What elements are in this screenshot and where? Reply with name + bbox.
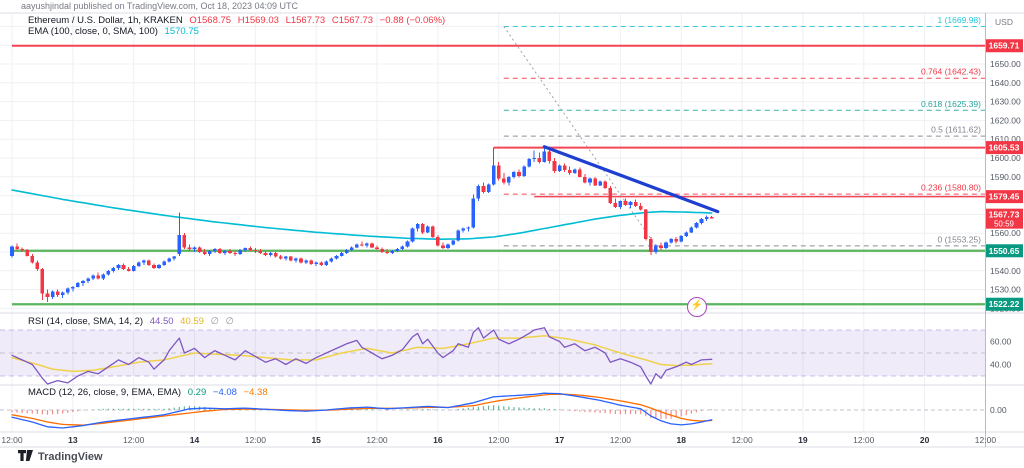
svg-text:12:00: 12:00: [975, 435, 997, 445]
svg-text:1620.00: 1620.00: [990, 115, 1021, 125]
svg-text:1605.53: 1605.53: [989, 143, 1020, 153]
ohlc-high: H1569.03: [237, 15, 279, 26]
ema-name: EMA (100, close, 0, SMA, 100): [28, 26, 158, 37]
rsi-sma-value: 40.59: [180, 316, 204, 327]
ohlc-open: O1568.75: [189, 15, 232, 26]
svg-text:0 (1553.25): 0 (1553.25): [938, 234, 982, 244]
lightning-icon: ⚡: [690, 300, 704, 311]
svg-text:1600.00: 1600.00: [990, 153, 1021, 163]
svg-text:1560.00: 1560.00: [990, 228, 1021, 238]
svg-text:12:00: 12:00: [488, 435, 510, 445]
svg-text:USD: USD: [995, 17, 1013, 27]
ohlc-close: C1567.73: [331, 15, 374, 26]
svg-text:1640.00: 1640.00: [990, 78, 1021, 88]
svg-text:50:59: 50:59: [994, 220, 1015, 229]
svg-text:1630.00: 1630.00: [990, 97, 1021, 107]
svg-text:16: 16: [433, 435, 443, 445]
svg-text:12:00: 12:00: [123, 435, 145, 445]
ema-value: 1570.75: [164, 26, 199, 37]
svg-text:1579.45: 1579.45: [989, 192, 1020, 202]
time-axis[interactable]: [0, 432, 985, 447]
svg-text:1522.22: 1522.22: [989, 299, 1020, 309]
svg-text:1567.73: 1567.73: [989, 210, 1020, 220]
svg-text:0.00: 0.00: [990, 405, 1007, 415]
svg-text:14: 14: [190, 435, 200, 445]
rsi-value: 44.50: [149, 316, 174, 327]
svg-text:20: 20: [920, 435, 930, 445]
rsi-lower-band-value: ∅: [225, 316, 234, 327]
macd-line-value: −4.08: [212, 387, 237, 398]
svg-text:12:00: 12:00: [245, 435, 267, 445]
macd-legend[interactable]: MACD (12, 26, close, 9, EMA, EMA) 0.29 −…: [28, 387, 272, 398]
price-change: −0.88 (−0.06%): [379, 15, 446, 26]
svg-text:12:00: 12:00: [610, 435, 632, 445]
price-axis[interactable]: [985, 13, 1024, 432]
macd-name: MACD (12, 26, close, 9, EMA, EMA): [28, 387, 182, 398]
tradingview-logo-icon: [18, 450, 33, 461]
ohlc-low: L1567.73: [285, 15, 326, 26]
svg-text:12:00: 12:00: [1, 435, 23, 445]
svg-text:15: 15: [311, 435, 321, 445]
svg-text:1659.71: 1659.71: [989, 41, 1020, 51]
svg-text:1590.00: 1590.00: [990, 172, 1021, 182]
symbol-title: Ethereum / U.S. Dollar, 1h, KRAKEN: [28, 15, 183, 26]
rsi-legend[interactable]: RSI (14, close, SMA, 14, 2) 44.50 40.59 …: [28, 316, 238, 327]
svg-text:13: 13: [68, 435, 78, 445]
svg-text:1540.00: 1540.00: [990, 266, 1021, 276]
rsi-name: RSI (14, close, SMA, 14, 2): [28, 316, 144, 327]
attribution-bar: aayushjindal published on TradingView.co…: [21, 0, 298, 13]
tradingview-watermark[interactable]: TradingView: [18, 450, 103, 463]
svg-text:40.00: 40.00: [990, 360, 1012, 370]
macd-hist-value: 0.29: [187, 387, 207, 398]
macd-signal-value: −4.38: [243, 387, 268, 398]
svg-text:0.5 (1611.62): 0.5 (1611.62): [931, 125, 981, 135]
tradingview-wordmark: TradingView: [38, 450, 103, 463]
svg-text:12:00: 12:00: [366, 435, 388, 445]
svg-text:60.00: 60.00: [990, 337, 1012, 347]
svg-text:0.236 (1580.80): 0.236 (1580.80): [921, 183, 981, 193]
svg-text:12:00: 12:00: [731, 435, 753, 445]
symbol-legend[interactable]: Ethereum / U.S. Dollar, 1h, KRAKEN O1568…: [28, 15, 449, 26]
svg-text:1550.65: 1550.65: [989, 246, 1020, 256]
svg-text:1610.00: 1610.00: [990, 134, 1021, 144]
svg-text:1530.00: 1530.00: [990, 285, 1021, 295]
svg-text:19: 19: [798, 435, 808, 445]
svg-text:0.764 (1642.43): 0.764 (1642.43): [921, 67, 981, 77]
rsi-upper-band-value: ∅: [210, 316, 219, 327]
svg-text:12:00: 12:00: [853, 435, 875, 445]
svg-text:18: 18: [677, 435, 687, 445]
ema-legend[interactable]: EMA (100, close, 0, SMA, 100) 1570.75: [28, 26, 203, 37]
svg-text:0.618 (1625.39): 0.618 (1625.39): [921, 99, 981, 109]
svg-text:1 (1669.98): 1 (1669.98): [938, 15, 982, 25]
svg-text:1650.00: 1650.00: [990, 59, 1021, 69]
boost-reaction-icon[interactable]: ⚡: [687, 297, 707, 317]
svg-text:17: 17: [555, 435, 565, 445]
attribution-text: aayushjindal published on TradingView.co…: [21, 1, 299, 11]
